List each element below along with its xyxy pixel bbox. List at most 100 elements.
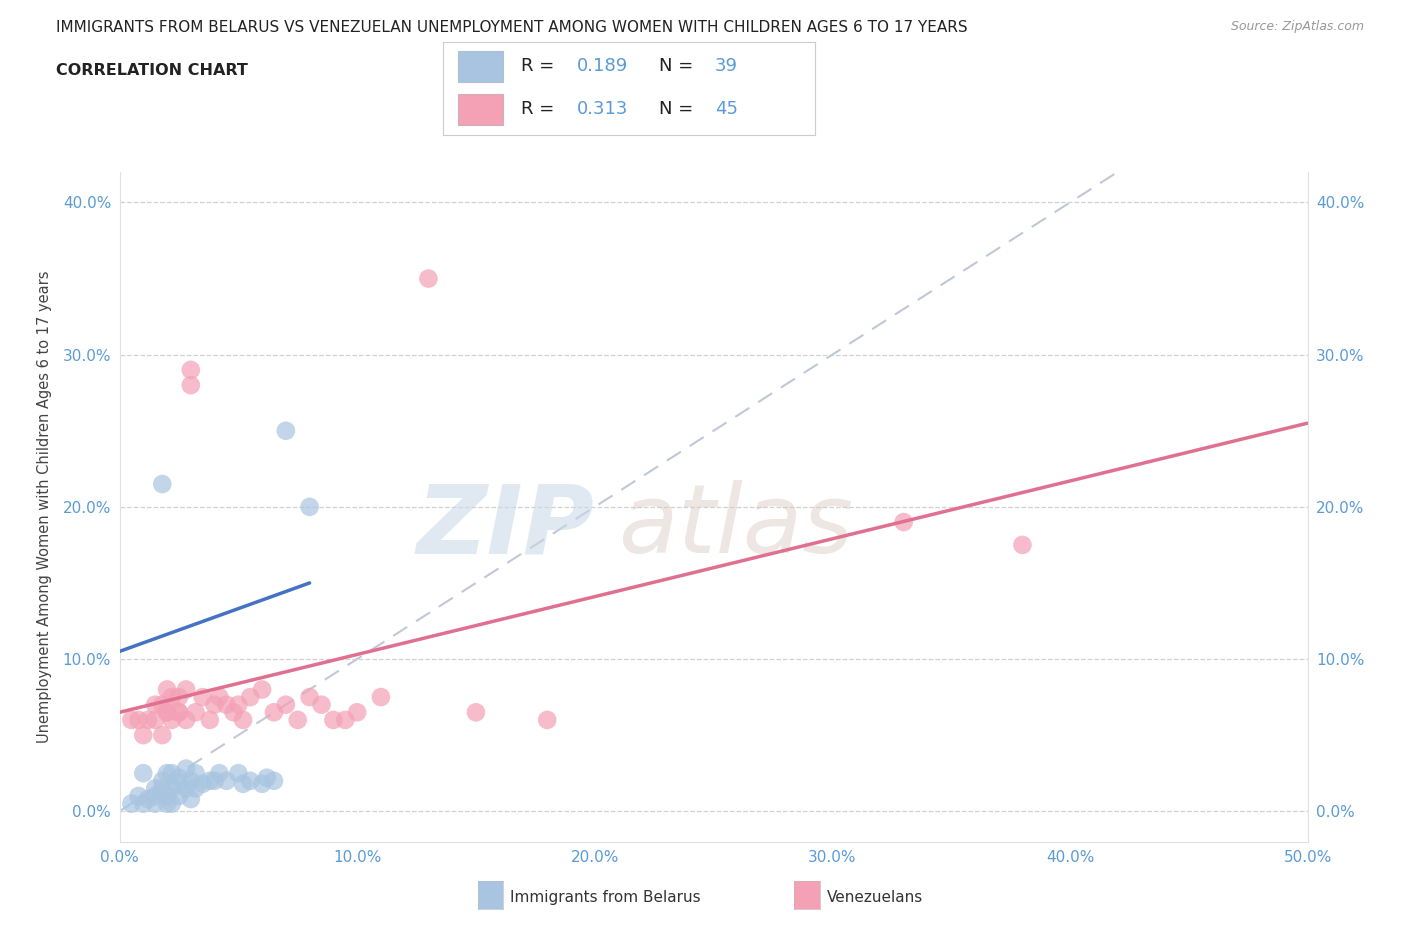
Text: CORRELATION CHART: CORRELATION CHART [56, 63, 247, 78]
Text: 0.313: 0.313 [576, 100, 628, 118]
Point [536, 712, 558, 727]
Point [143, 698, 166, 712]
Point [184, 765, 207, 780]
Point [198, 712, 221, 727]
Point [322, 712, 344, 727]
Point [156, 682, 179, 697]
Text: Immigrants from Belarus: Immigrants from Belarus [510, 890, 702, 905]
Point [191, 690, 214, 705]
Point [228, 698, 250, 712]
Point [228, 765, 250, 780]
Point [128, 789, 150, 804]
Text: atlas: atlas [619, 481, 853, 574]
Point [136, 712, 159, 727]
Point [232, 777, 254, 791]
Point [418, 272, 440, 286]
Bar [458, 94, 502, 125]
Text: Venezuelans: Venezuelans [827, 890, 922, 905]
Point [370, 690, 392, 705]
Point [150, 476, 173, 491]
Point [160, 712, 183, 727]
Point [184, 781, 207, 796]
Point [174, 682, 197, 697]
Point [160, 690, 183, 705]
Point [335, 712, 357, 727]
Point [150, 774, 173, 789]
Point [263, 705, 285, 720]
Point [136, 791, 159, 806]
Point [204, 774, 226, 789]
Point [208, 690, 231, 705]
Point [180, 363, 202, 378]
Text: IMMIGRANTS FROM BELARUS VS VENEZUELAN UNEMPLOYMENT AMONG WOMEN WITH CHILDREN AGE: IMMIGRANTS FROM BELARUS VS VENEZUELAN UN… [56, 20, 967, 35]
Point [156, 705, 179, 720]
Point [198, 774, 221, 789]
Point [298, 690, 321, 705]
Point [215, 774, 238, 789]
Point [215, 698, 238, 712]
Point [143, 781, 166, 796]
Text: N =: N = [659, 57, 699, 75]
Point [232, 712, 254, 727]
Point [1011, 538, 1033, 552]
Point [204, 698, 226, 712]
Text: ZIP: ZIP [416, 481, 595, 574]
Point [167, 705, 190, 720]
Point [150, 727, 173, 742]
Point [167, 777, 190, 791]
Point [150, 781, 173, 796]
Point [120, 712, 142, 727]
Point [208, 765, 231, 780]
Point [167, 789, 190, 804]
Point [191, 777, 214, 791]
Point [167, 705, 190, 720]
Point [167, 770, 190, 785]
Point [263, 774, 285, 789]
Text: Source: ZipAtlas.com: Source: ZipAtlas.com [1230, 20, 1364, 33]
Point [298, 499, 321, 514]
Point [174, 781, 197, 796]
Point [132, 765, 155, 780]
Point [222, 705, 245, 720]
Point [156, 705, 179, 720]
Point [174, 712, 197, 727]
Point [143, 796, 166, 811]
Point [132, 727, 155, 742]
Text: 0.189: 0.189 [576, 57, 628, 75]
Point [180, 378, 202, 392]
Point [893, 514, 915, 529]
Text: N =: N = [659, 100, 699, 118]
Point [156, 796, 179, 811]
Point [464, 705, 488, 720]
Point [180, 774, 202, 789]
Text: R =: R = [522, 100, 560, 118]
Text: R =: R = [522, 57, 560, 75]
Y-axis label: Unemployment Among Women with Children Ages 6 to 17 years: Unemployment Among Women with Children A… [37, 271, 52, 743]
Bar [458, 51, 502, 82]
Point [256, 770, 278, 785]
Point [346, 705, 368, 720]
Point [180, 791, 202, 806]
Point [156, 789, 179, 804]
Point [160, 765, 183, 780]
Point [143, 712, 166, 727]
Point [128, 712, 150, 727]
Point [120, 796, 142, 811]
Point [287, 712, 309, 727]
Point [174, 761, 197, 776]
Point [311, 698, 333, 712]
Point [143, 789, 166, 804]
Point [239, 690, 262, 705]
Point [150, 698, 173, 712]
Point [274, 698, 297, 712]
Point [156, 765, 179, 780]
Point [250, 777, 273, 791]
Point [184, 705, 207, 720]
Point [167, 690, 190, 705]
Point [132, 796, 155, 811]
Point [160, 781, 183, 796]
Text: 39: 39 [714, 57, 738, 75]
Text: 45: 45 [714, 100, 738, 118]
Point [239, 774, 262, 789]
Point [160, 796, 183, 811]
